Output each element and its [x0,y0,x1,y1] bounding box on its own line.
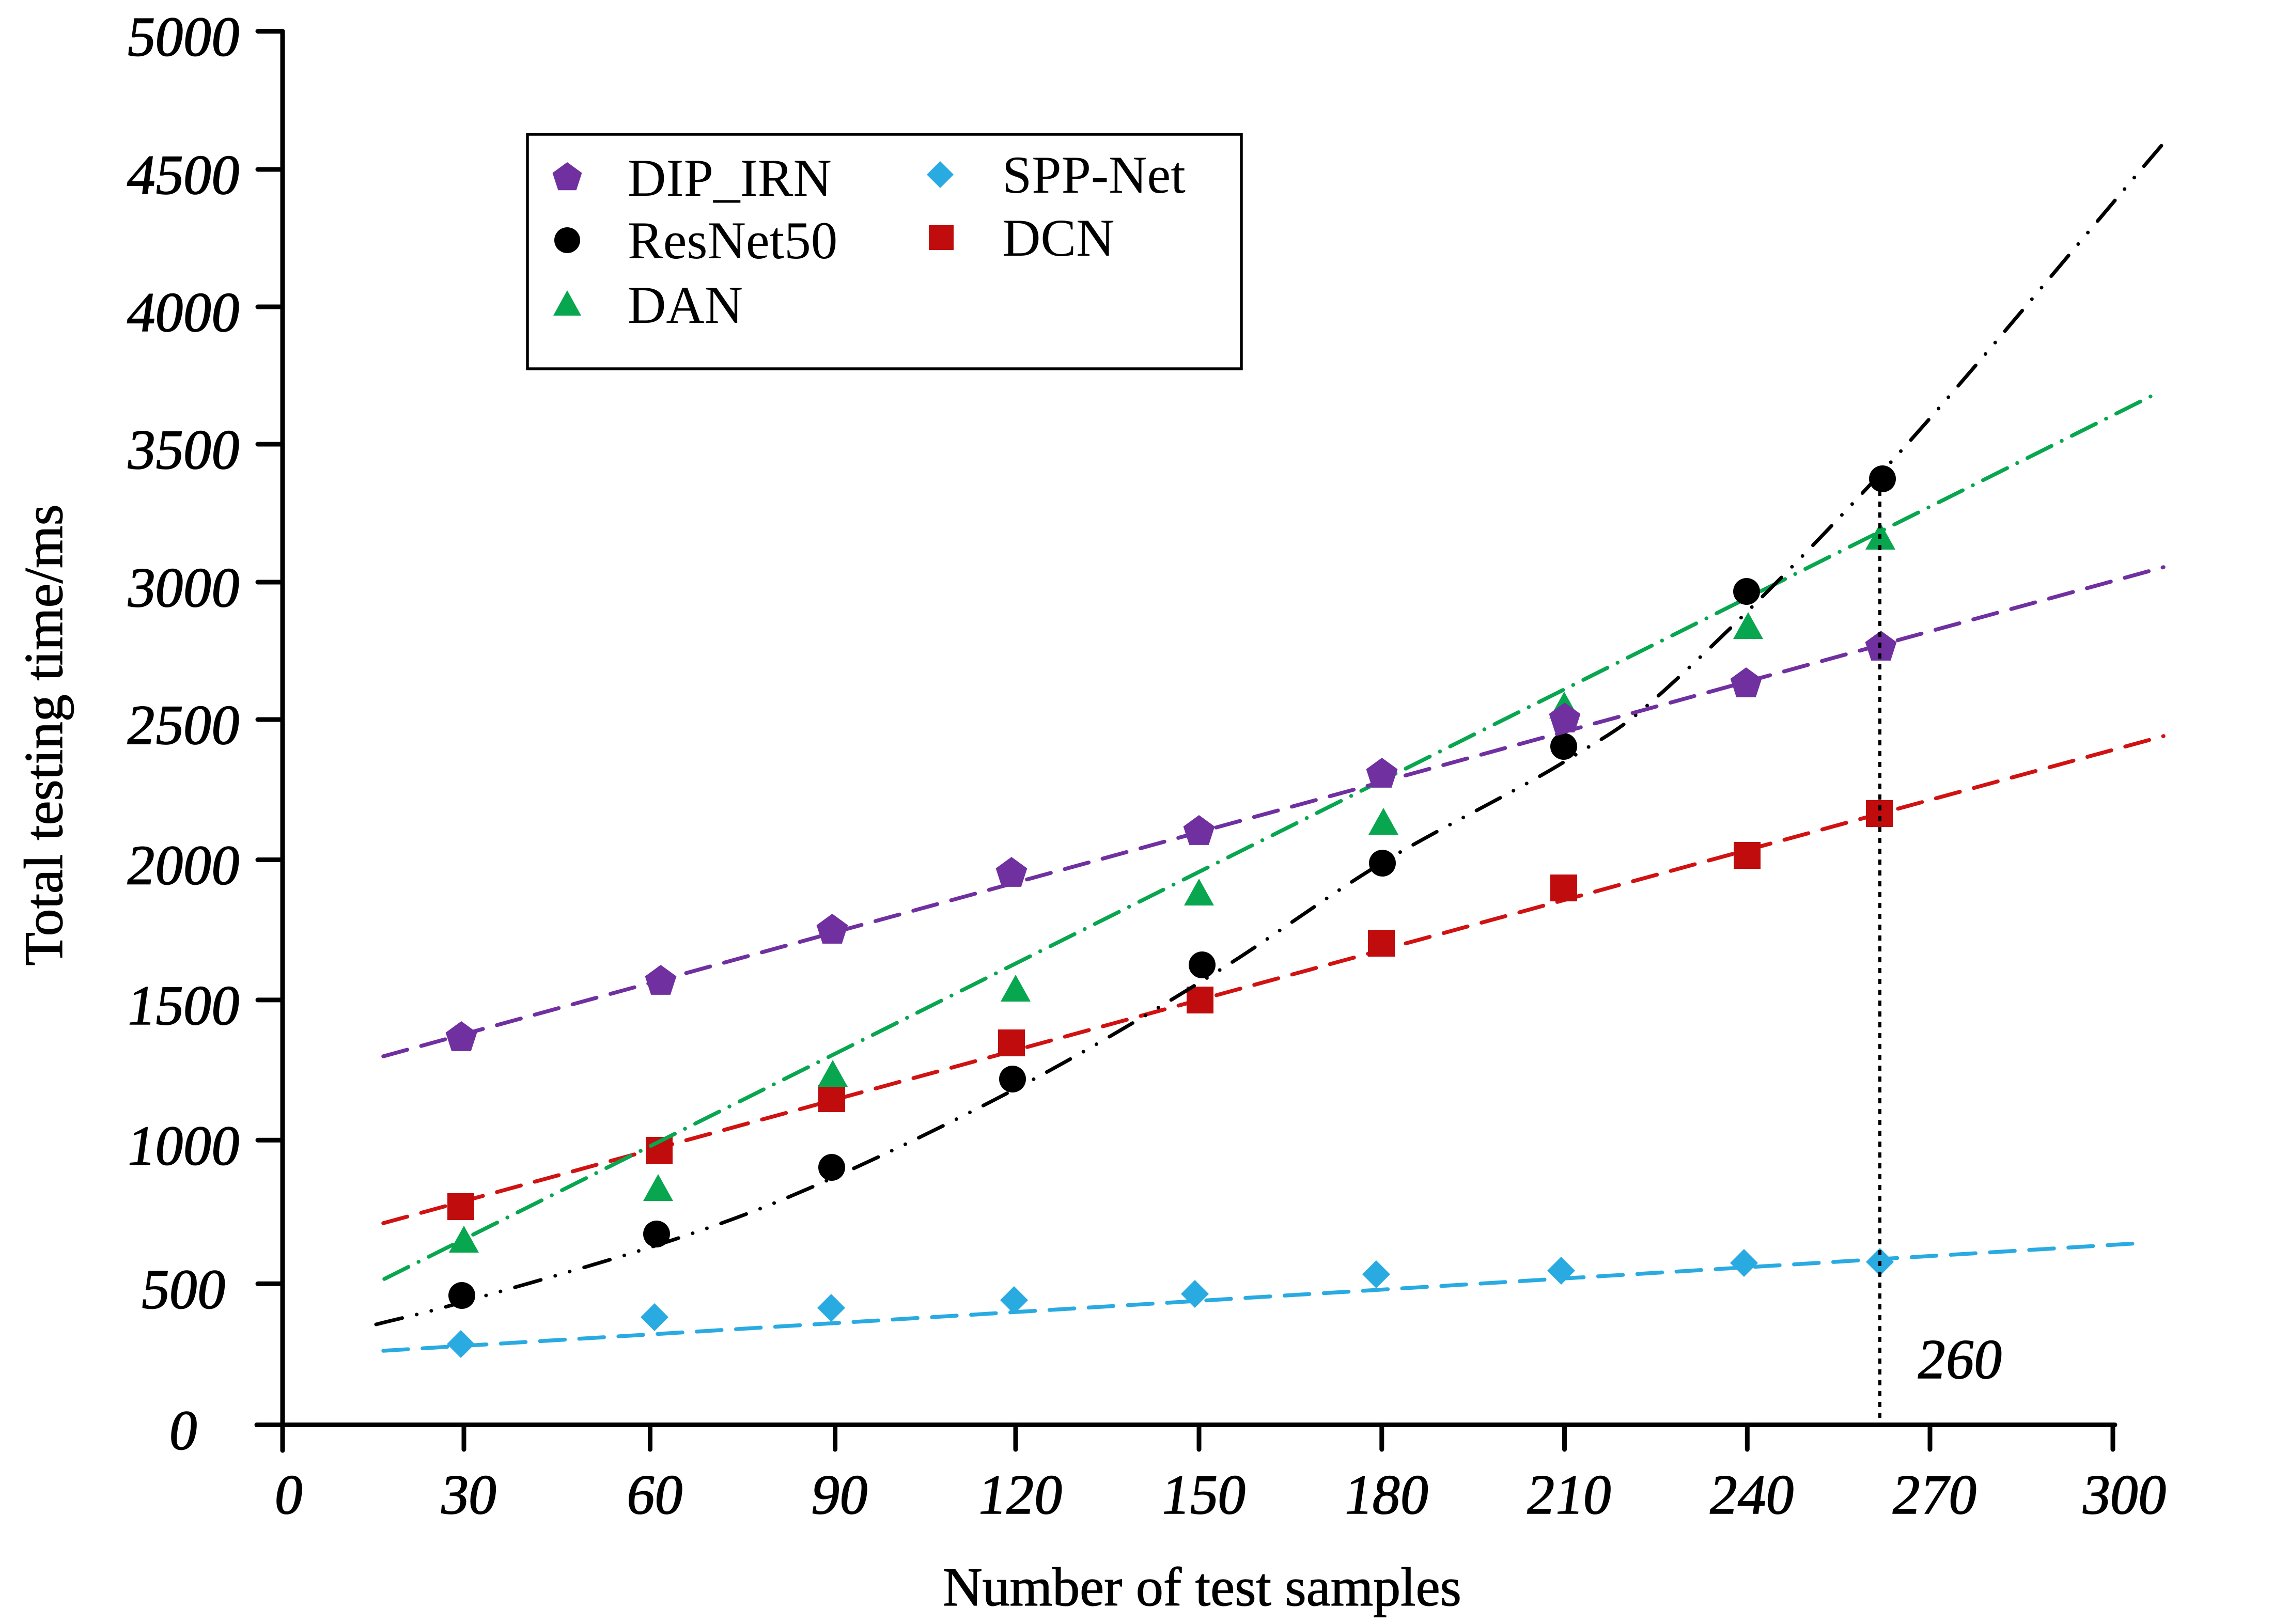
svg-text:DIP_IRN: DIP_IRN [628,149,832,208]
svg-text:SPP-Net: SPP-Net [1002,146,1186,205]
svg-text:500: 500 [137,1258,231,1320]
svg-text:240: 240 [1706,1463,1799,1525]
svg-text:270: 270 [1889,1463,1982,1525]
svg-text:260: 260 [1914,1328,2007,1390]
svg-text:1500: 1500 [123,974,245,1036]
svg-text:Total testing time/ms: Total testing time/ms [13,504,74,966]
svg-text:2000: 2000 [123,834,245,896]
svg-text:210: 210 [1523,1463,1616,1525]
svg-text:180: 180 [1341,1463,1434,1525]
svg-text:3500: 3500 [123,418,245,480]
svg-text:300: 300 [2078,1463,2172,1525]
svg-text:90: 90 [808,1463,873,1525]
svg-text:3000: 3000 [123,556,245,618]
svg-text:30: 30 [437,1463,502,1525]
svg-text:5000: 5000 [123,5,245,68]
svg-text:4500: 4500 [123,143,245,206]
svg-text:DCN: DCN [1002,209,1114,268]
svg-text:DAN: DAN [628,276,743,335]
svg-text:2500: 2500 [123,693,245,756]
svg-text:150: 150 [1158,1463,1251,1525]
svg-text:ResNet50: ResNet50 [628,211,837,270]
svg-text:1000: 1000 [123,1114,245,1177]
svg-text:60: 60 [623,1463,688,1525]
svg-text:120: 120 [974,1463,1068,1525]
svg-text:4000: 4000 [123,280,245,343]
svg-text:Number of test samples: Number of test samples [943,1557,1461,1617]
